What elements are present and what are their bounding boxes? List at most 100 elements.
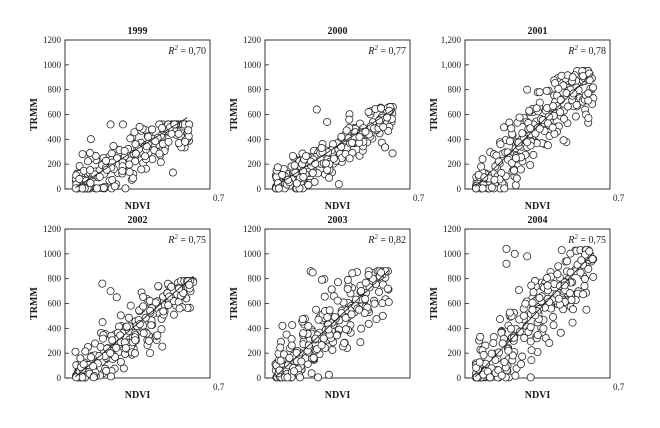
chart-panel-2000: 2000 0 200 400 600 800 1000 1200 0.7 NDVI TRMM R2 =… xyxy=(229,26,425,212)
data-point xyxy=(155,149,164,158)
data-point xyxy=(175,304,184,313)
y-tick-label: 400 xyxy=(448,323,462,333)
data-point xyxy=(304,322,313,331)
data-point xyxy=(526,337,535,346)
data-point xyxy=(549,102,558,111)
regression-line xyxy=(475,252,594,378)
regression-line xyxy=(275,109,394,187)
data-point xyxy=(130,349,139,358)
data-point xyxy=(146,306,155,315)
data-point xyxy=(479,350,488,359)
data-point xyxy=(116,331,125,340)
r-squared-value: = 0,75 xyxy=(178,235,206,246)
data-point xyxy=(347,310,356,319)
data-point xyxy=(288,321,297,330)
data-point xyxy=(334,180,343,189)
y-tick-label: 1200 xyxy=(243,224,262,234)
data-point xyxy=(287,334,296,343)
data-point xyxy=(502,244,511,253)
data-point xyxy=(156,158,165,167)
data-point xyxy=(521,299,530,308)
y-tick-label: 600 xyxy=(448,110,462,120)
x-axis-label: NDVI xyxy=(125,201,151,212)
data-point xyxy=(144,132,153,141)
data-point xyxy=(515,113,524,122)
data-point xyxy=(523,138,532,147)
y-tick-label: 0 xyxy=(57,184,62,194)
data-point xyxy=(496,140,505,149)
x-axis-label: NDVI xyxy=(125,390,151,401)
data-point xyxy=(548,123,557,132)
data-point xyxy=(157,325,166,334)
data-point xyxy=(361,278,370,287)
y-tick-label: 400 xyxy=(248,323,262,333)
data-point xyxy=(497,371,506,380)
data-point xyxy=(139,329,148,338)
data-point xyxy=(78,150,87,159)
data-point xyxy=(559,136,568,145)
y-tick-label: 200 xyxy=(48,159,62,169)
data-point xyxy=(167,129,176,138)
data-point xyxy=(292,348,301,357)
data-point xyxy=(510,249,519,258)
y-axis-label: TRMM xyxy=(29,287,40,320)
data-point xyxy=(325,173,334,182)
data-point xyxy=(375,287,384,296)
scatter-points xyxy=(71,277,198,382)
data-point xyxy=(287,341,296,350)
data-point xyxy=(487,183,496,192)
data-point xyxy=(523,252,532,261)
data-point xyxy=(321,159,330,168)
data-point xyxy=(119,120,128,129)
data-point xyxy=(98,318,107,327)
data-point xyxy=(589,272,598,281)
data-point xyxy=(568,305,577,314)
y-tick-label: 0 xyxy=(457,184,462,194)
data-point xyxy=(498,339,507,348)
y-tick-label: 800 xyxy=(448,85,462,95)
data-point xyxy=(572,100,581,109)
data-point xyxy=(310,177,319,186)
data-point xyxy=(569,89,578,98)
y-tick-label: 0 xyxy=(457,373,462,383)
data-point xyxy=(518,352,527,361)
r-squared-label: R2 = 0,70 xyxy=(167,44,206,57)
data-point xyxy=(527,281,536,290)
y-tick-label: 400 xyxy=(48,134,62,144)
data-point xyxy=(109,142,118,151)
data-point xyxy=(542,86,551,95)
data-point xyxy=(184,126,193,135)
data-point xyxy=(126,301,135,310)
data-point xyxy=(348,269,357,278)
data-point xyxy=(91,339,100,348)
data-point xyxy=(582,305,591,314)
data-point xyxy=(576,268,585,277)
data-point xyxy=(157,124,166,133)
data-point xyxy=(378,311,387,320)
data-point xyxy=(489,339,498,348)
data-point xyxy=(302,152,311,161)
r-squared-label: R2 = 0,75 xyxy=(567,233,606,246)
data-point xyxy=(285,353,294,362)
r-squared-value: = 0,70 xyxy=(178,46,206,57)
scatter-points xyxy=(471,244,598,382)
data-point xyxy=(585,247,594,256)
data-point xyxy=(295,373,304,382)
data-point xyxy=(499,123,508,132)
r-squared-exponent: 2 xyxy=(574,233,578,241)
data-point xyxy=(554,262,563,271)
y-tick-label: 400 xyxy=(448,134,462,144)
data-point xyxy=(535,124,544,133)
data-point xyxy=(345,154,354,163)
y-tick-label: 800 xyxy=(48,85,62,95)
chart-panel-2003: 2003 0 200 400 600 800 1000 1200 NDVI TRMM R2 = 0,… xyxy=(229,215,411,401)
data-point xyxy=(324,325,333,334)
data-point xyxy=(486,373,495,382)
data-point xyxy=(364,108,373,117)
data-point xyxy=(125,160,134,169)
data-point xyxy=(106,120,115,129)
data-point xyxy=(355,132,364,141)
y-tick-label: 1000 xyxy=(243,60,262,70)
data-point xyxy=(348,138,357,147)
